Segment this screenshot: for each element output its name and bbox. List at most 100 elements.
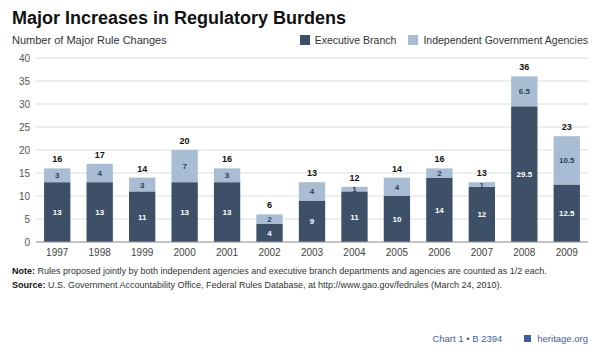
- credits: Chart 1 • B 2394 heritage.org: [432, 333, 588, 344]
- legend-label: Independent Government Agencies: [423, 34, 588, 46]
- y-tick-label: 15: [19, 168, 31, 179]
- data-label: 10.5: [559, 156, 575, 165]
- grid-line: [36, 127, 588, 128]
- note-label: Note:: [12, 266, 35, 276]
- bar: [511, 76, 537, 106]
- notes: Note: Rules proposed jointly by both ind…: [12, 266, 588, 295]
- grid-line: [36, 81, 588, 82]
- grid-line: [36, 242, 588, 243]
- data-label: 1: [352, 185, 357, 194]
- data-labels: 1313111313491110141229.512.5343732414216…: [53, 87, 575, 237]
- grid-line: [36, 150, 588, 151]
- bar: [554, 136, 580, 184]
- data-label: 13: [180, 208, 189, 217]
- total-label: 16: [434, 154, 444, 164]
- legend-swatch: [408, 35, 418, 45]
- bar: [171, 182, 197, 242]
- total-label: 20: [180, 136, 190, 146]
- bar: [87, 164, 113, 182]
- x-tick-label: 2000: [173, 247, 196, 258]
- bar: [256, 214, 282, 223]
- note-text: Rules proposed jointly by both independe…: [38, 266, 547, 276]
- total-label: 14: [392, 164, 402, 174]
- site-icon: [524, 335, 531, 342]
- x-axis-line: [36, 242, 588, 243]
- legend-swatch: [300, 35, 310, 45]
- bar: [384, 178, 410, 196]
- y-tick-label: 30: [19, 99, 31, 110]
- total-label: 6: [267, 200, 272, 210]
- total-label: 13: [307, 168, 317, 178]
- note: Source: U.S. Government Accountability O…: [12, 280, 588, 291]
- data-label: 6.5: [519, 87, 531, 96]
- x-tick-label: 2007: [471, 247, 494, 258]
- legend: Executive Branch Independent Government A…: [300, 34, 588, 46]
- total-label: 12: [349, 173, 359, 183]
- y-tick-label: 20: [19, 145, 31, 156]
- data-label: 14: [435, 206, 444, 215]
- note-text: U.S. Government Accountability Office, F…: [48, 280, 502, 290]
- bar: [256, 224, 282, 242]
- note: Note: Rules proposed jointly by both ind…: [12, 266, 588, 277]
- bar: [299, 182, 325, 200]
- bars: [44, 76, 580, 242]
- legend-label: Executive Branch: [315, 34, 397, 46]
- bar: [341, 191, 367, 242]
- y-tick-label: 40: [19, 53, 31, 64]
- data-label: 10: [392, 215, 401, 224]
- data-label: 13: [223, 208, 232, 217]
- data-label: 1: [480, 181, 485, 190]
- y-tick-label: 5: [24, 214, 30, 225]
- bar: [299, 201, 325, 242]
- legend-item: Independent Government Agencies: [408, 34, 588, 46]
- data-label: 11: [350, 213, 359, 222]
- y-tick-label: 10: [19, 191, 31, 202]
- chart: Major Increases in Regulatory BurdensNum…: [0, 0, 600, 352]
- y-tick-label: 25: [19, 122, 31, 133]
- x-tick-label: 2003: [301, 247, 324, 258]
- x-tick-label: 1997: [46, 247, 69, 258]
- x-tick-label: 1999: [131, 247, 154, 258]
- data-label: 2: [267, 215, 272, 224]
- website: heritage.org: [537, 333, 588, 344]
- bar: [554, 185, 580, 243]
- total-label: 14: [137, 164, 147, 174]
- data-label: 9: [310, 217, 315, 226]
- data-label: 12: [477, 210, 486, 219]
- total-label: 13: [477, 168, 487, 178]
- total-label: 23: [562, 122, 572, 132]
- data-label: 3: [55, 171, 60, 180]
- grid-line: [36, 58, 588, 59]
- data-label: 4: [395, 183, 400, 192]
- bar: [426, 168, 452, 177]
- x-tick-label: 2002: [258, 247, 281, 258]
- data-label: 3: [140, 181, 145, 190]
- plot: 05101520253035401313111313491110141229.5…: [0, 48, 600, 262]
- y-axis-label: Number of Major Rule Changes: [12, 34, 167, 46]
- x-tick-label: 2005: [386, 247, 409, 258]
- bar: [469, 187, 495, 242]
- data-label: 13: [95, 208, 104, 217]
- total-label: 36: [519, 62, 529, 72]
- data-label: 13: [53, 208, 62, 217]
- note-label: Source:: [12, 280, 46, 290]
- x-tick-label: 2008: [513, 247, 536, 258]
- data-label: 12.5: [559, 209, 575, 218]
- bar: [44, 168, 70, 182]
- total-label: 16: [52, 154, 62, 164]
- data-label: 4: [310, 187, 315, 196]
- bar: [426, 178, 452, 242]
- total-label: 17: [95, 150, 105, 160]
- x-tick-label: 1998: [89, 247, 112, 258]
- data-label: 4: [267, 229, 272, 238]
- data-label: 7: [182, 162, 187, 171]
- bar: [384, 196, 410, 242]
- chart-id: Chart 1 • B 2394: [432, 333, 502, 344]
- x-tick-label: 2001: [216, 247, 239, 258]
- y-tick-label: 0: [24, 237, 30, 248]
- bar: [44, 182, 70, 242]
- data-label: 11: [138, 213, 147, 222]
- bar: [214, 182, 240, 242]
- data-label: 2: [437, 169, 442, 178]
- data-label: 29.5: [517, 170, 533, 179]
